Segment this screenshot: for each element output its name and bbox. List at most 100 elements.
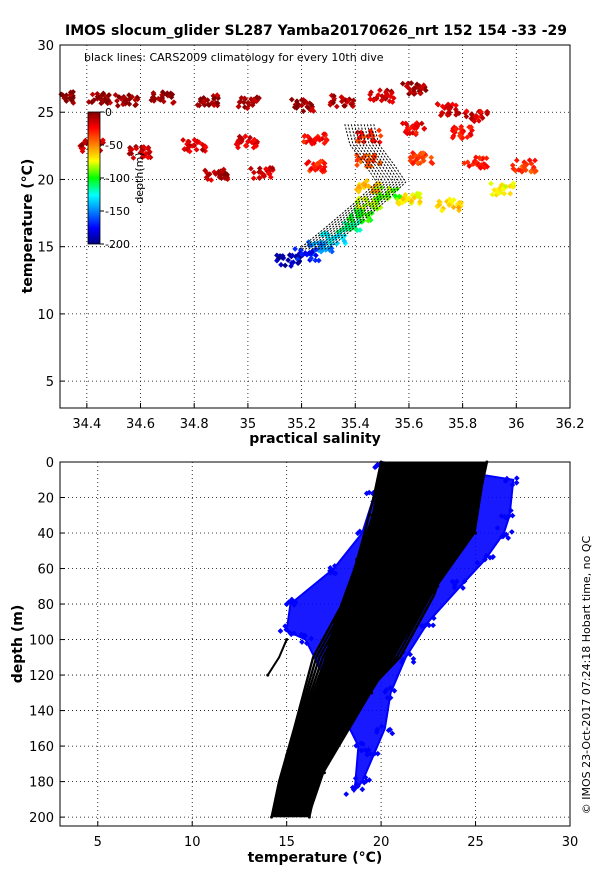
ts-annotation: black lines: CARS2009 climatology for ev…	[84, 51, 384, 64]
ts-point	[320, 166, 327, 173]
profile-glider-point	[420, 623, 426, 629]
ts-point	[242, 142, 249, 149]
ts-point	[104, 98, 111, 104]
ts-point	[370, 97, 377, 104]
ts-point	[235, 103, 242, 110]
profile-x-tick-label: 30	[562, 835, 579, 850]
ts-point	[322, 239, 328, 246]
ts-point	[88, 99, 95, 105]
ts-point	[150, 90, 157, 96]
profile-glider-point	[449, 578, 456, 585]
ts-point	[251, 169, 257, 176]
ts-point	[361, 134, 367, 141]
ts-point	[515, 166, 522, 173]
ts-point	[211, 95, 217, 102]
profile-glider-point	[461, 578, 468, 585]
profile-x-tick-label: 10	[184, 835, 201, 850]
ts-point	[365, 183, 372, 189]
ts-point	[312, 240, 318, 247]
ts-point	[403, 121, 410, 127]
ts-point	[223, 175, 229, 182]
profile-glider-point	[291, 630, 297, 637]
profile-glider-point	[482, 556, 488, 563]
ts-point	[484, 108, 490, 115]
ts-point	[328, 245, 335, 252]
profile-glider-point	[285, 599, 292, 606]
ts-point	[526, 157, 533, 164]
profile-glider-point	[505, 535, 512, 541]
profile-climatology-point	[332, 620, 336, 624]
ts-point	[261, 173, 268, 180]
profile-glider-point	[509, 482, 516, 488]
colorbar-label: depth(m)	[133, 152, 146, 203]
ts-point	[248, 165, 254, 172]
ts-climatology-line	[321, 122, 400, 250]
ts-point	[146, 150, 152, 157]
ts-point	[428, 154, 435, 161]
profile-glider-point	[400, 656, 406, 663]
ts-point	[208, 177, 215, 183]
profile-glider-point	[387, 694, 394, 701]
ts-point	[338, 94, 345, 100]
ts-point	[406, 85, 413, 92]
ts-point	[139, 154, 146, 161]
ts-point	[253, 143, 260, 149]
ts-point	[459, 129, 466, 136]
ts-point	[205, 171, 212, 178]
ts-point	[128, 150, 135, 157]
ts-point	[532, 157, 538, 164]
ts-point	[140, 144, 147, 150]
profile-x-tick-label: 15	[278, 835, 295, 850]
ts-point	[468, 115, 475, 122]
colorbar-gradient	[87, 111, 101, 245]
profile-glider-point	[352, 775, 359, 782]
ts-point	[406, 195, 412, 202]
ts-point	[100, 90, 107, 97]
ts-point	[399, 120, 406, 127]
ts-point	[250, 175, 257, 182]
ts-point	[321, 160, 328, 167]
ts-point	[341, 103, 347, 109]
ts-point	[493, 189, 500, 195]
ts-point	[479, 115, 486, 121]
ts-point	[160, 98, 167, 105]
ts-point	[235, 144, 241, 151]
profile-y-tick-label: 200	[29, 811, 54, 826]
ts-point	[368, 89, 374, 96]
profile-climatology-point	[436, 584, 440, 588]
ts-point	[193, 146, 200, 153]
ts-point	[263, 166, 269, 172]
ts-point	[303, 160, 310, 167]
ts-point	[458, 199, 464, 206]
ts-point	[235, 139, 241, 145]
depth-colorbar: 0 -50 -100 -150 -200 depth(m)	[87, 106, 146, 251]
ts-point	[241, 95, 248, 102]
ts-y-tick-label: 5	[46, 375, 54, 390]
profile-glider-point	[371, 750, 378, 757]
ts-point	[214, 92, 220, 98]
profile-x-tick-label: 25	[467, 835, 484, 850]
profile-ticks: 5 10 15 20 25 30 0 20 40 60 80 100 120 140 160 180 200	[29, 456, 578, 850]
ts-point	[202, 167, 208, 174]
ts-axes-frame	[59, 44, 571, 409]
ts-point	[251, 137, 257, 144]
ts-point	[403, 127, 410, 134]
ts-point	[330, 99, 337, 106]
ts-point	[501, 190, 507, 197]
ts-point	[132, 97, 139, 103]
ts-point	[453, 111, 459, 118]
ts-point	[449, 134, 456, 141]
ts-point	[396, 201, 402, 207]
ts-point	[301, 133, 308, 140]
ts-point	[321, 131, 327, 137]
ts-point	[513, 157, 520, 164]
ts-point	[355, 188, 362, 195]
ts-point	[463, 108, 470, 115]
profile-glider-point	[357, 528, 363, 535]
ts-point	[418, 120, 425, 127]
ts-point	[100, 137, 106, 143]
ts-point	[377, 133, 384, 139]
ts-point	[145, 145, 151, 152]
profile-glider-point	[509, 512, 516, 519]
profile-glider-point	[460, 585, 466, 591]
